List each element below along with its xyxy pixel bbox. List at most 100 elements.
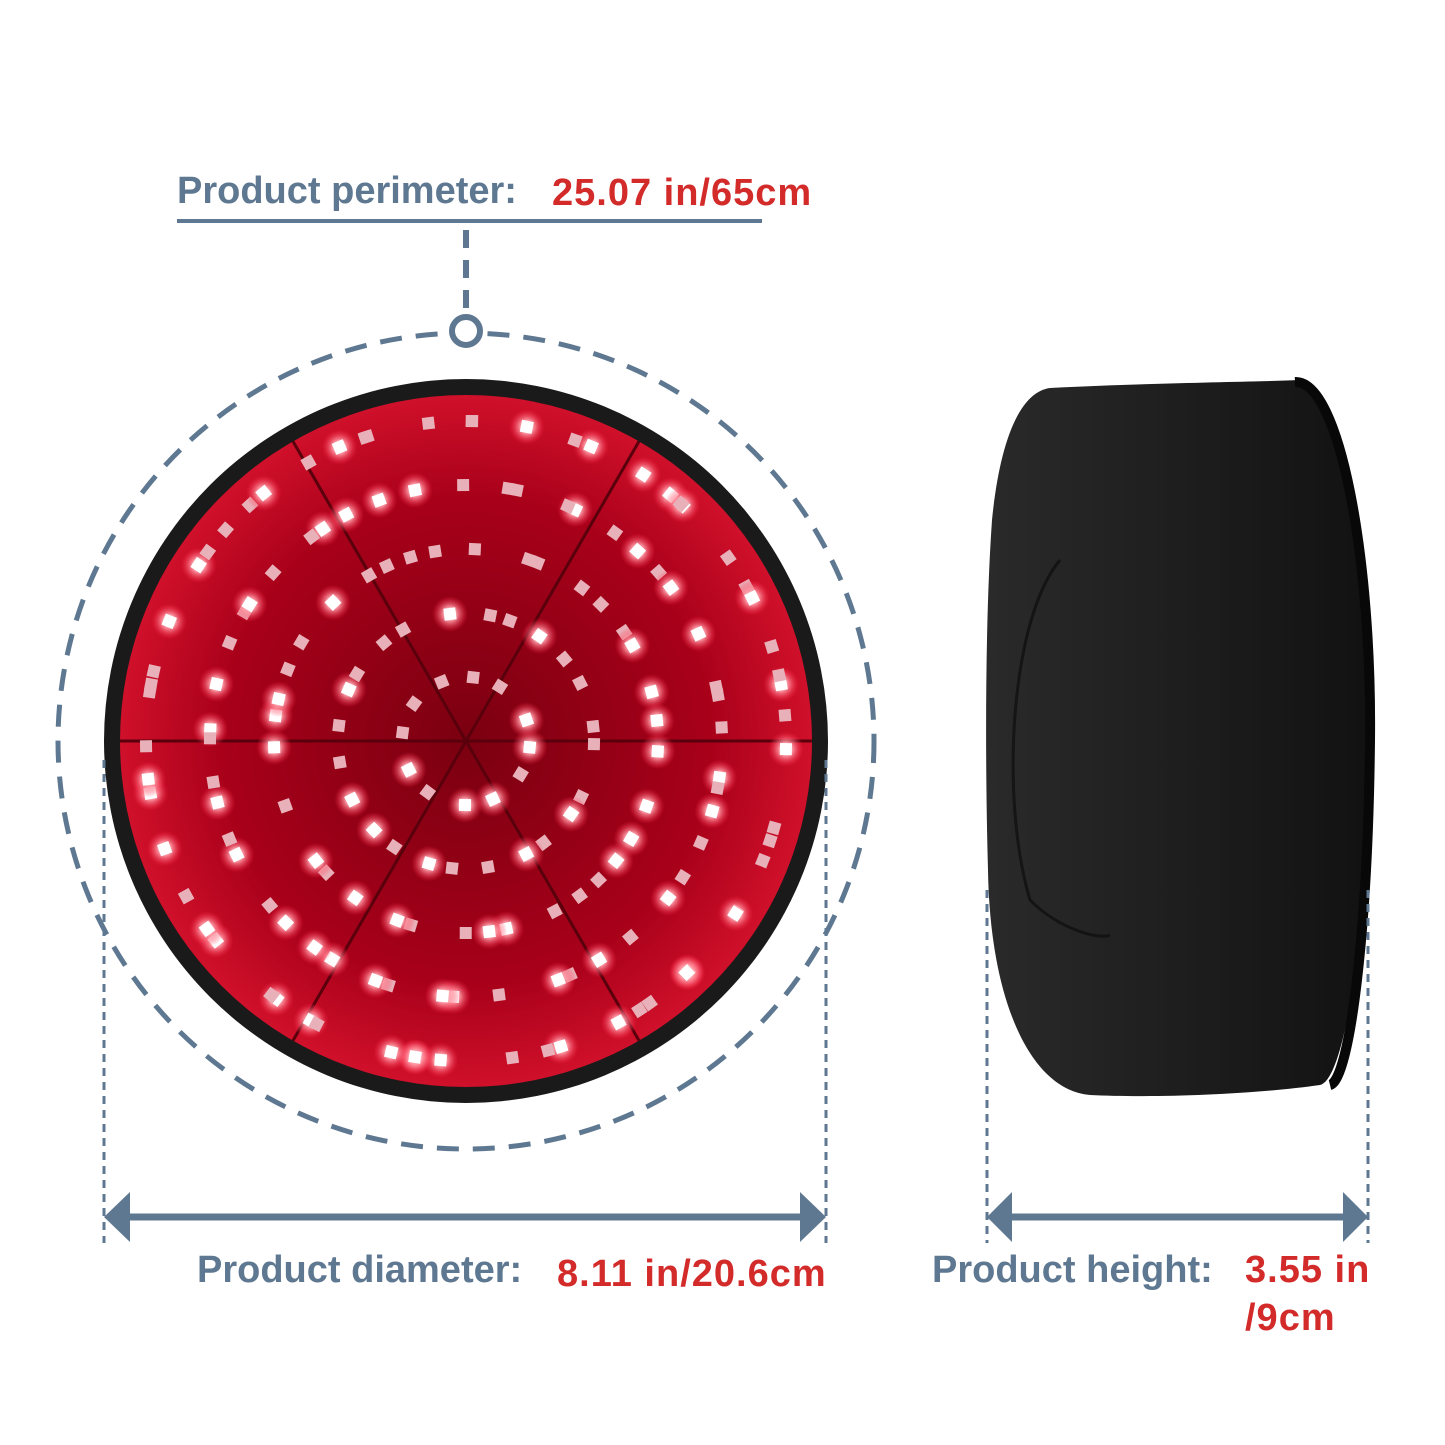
led [139, 740, 153, 753]
led [177, 887, 195, 905]
led [692, 834, 709, 851]
led [271, 691, 286, 707]
led [634, 466, 652, 483]
led [674, 868, 692, 886]
led [457, 478, 470, 492]
led [203, 732, 217, 745]
led [228, 846, 245, 863]
led [571, 887, 589, 905]
led [378, 558, 395, 575]
led [407, 483, 423, 498]
height-label: Product height: [932, 1249, 1213, 1291]
led [484, 791, 501, 808]
led [607, 852, 625, 870]
led [550, 972, 567, 988]
led [324, 594, 342, 612]
led [672, 495, 690, 513]
led [421, 856, 437, 872]
led [367, 972, 384, 989]
led [651, 745, 665, 758]
led [306, 939, 324, 956]
led [348, 665, 366, 683]
led [360, 567, 378, 584]
panel-seam [291, 740, 468, 1042]
led [715, 721, 728, 734]
height-value-line2: /9cm [1245, 1297, 1336, 1339]
led [434, 1053, 448, 1067]
led [340, 681, 357, 698]
led [623, 830, 640, 848]
led [644, 684, 659, 700]
product-side-seam [1011, 559, 1111, 938]
led [161, 613, 178, 630]
led [408, 1050, 422, 1064]
led [631, 1001, 648, 1019]
led [710, 687, 725, 702]
led [199, 543, 217, 561]
led [293, 634, 310, 651]
led [458, 798, 472, 812]
led [419, 783, 437, 801]
led [712, 770, 727, 785]
led [263, 986, 280, 1004]
product-side-view [986, 380, 1368, 1097]
led [389, 912, 405, 928]
led [394, 621, 412, 638]
led [280, 661, 296, 678]
led [531, 627, 548, 645]
diameter-arrowhead-right [800, 1192, 826, 1242]
led [198, 920, 216, 938]
led [359, 429, 375, 445]
led [482, 924, 496, 939]
led [331, 439, 348, 455]
led [466, 670, 480, 685]
led [421, 416, 436, 430]
led [307, 852, 325, 870]
led [190, 556, 207, 574]
led [217, 521, 235, 539]
led [779, 742, 793, 756]
led [436, 989, 450, 1003]
led [481, 860, 495, 875]
led [142, 684, 157, 699]
led [492, 988, 506, 1002]
led [540, 1042, 556, 1058]
led [210, 795, 225, 810]
led [157, 841, 173, 857]
led [562, 805, 580, 823]
perimeter-marker [449, 314, 483, 348]
height-value-line1: 3.55 in [1245, 1249, 1371, 1291]
led [546, 903, 563, 920]
led [491, 678, 509, 696]
led [590, 951, 608, 968]
led [744, 589, 761, 606]
led [766, 820, 782, 836]
led [338, 506, 355, 523]
led [141, 772, 155, 786]
led [754, 852, 771, 869]
led [146, 664, 161, 679]
led [772, 668, 787, 683]
led [518, 712, 535, 728]
led [255, 484, 273, 502]
led [371, 492, 387, 508]
led [606, 524, 624, 542]
led [241, 595, 258, 613]
perimeter-label: Product perimeter: [177, 170, 517, 212]
led [468, 542, 482, 556]
led [332, 718, 346, 733]
led [629, 542, 647, 560]
led [764, 639, 780, 655]
led [206, 775, 221, 790]
led [529, 555, 546, 571]
led [710, 780, 725, 795]
led [662, 579, 680, 597]
led [778, 708, 792, 722]
led [518, 845, 535, 863]
led [332, 755, 347, 770]
led [650, 713, 664, 728]
led [583, 438, 599, 455]
led [567, 432, 583, 448]
height-arrowhead-right [1343, 1192, 1368, 1242]
